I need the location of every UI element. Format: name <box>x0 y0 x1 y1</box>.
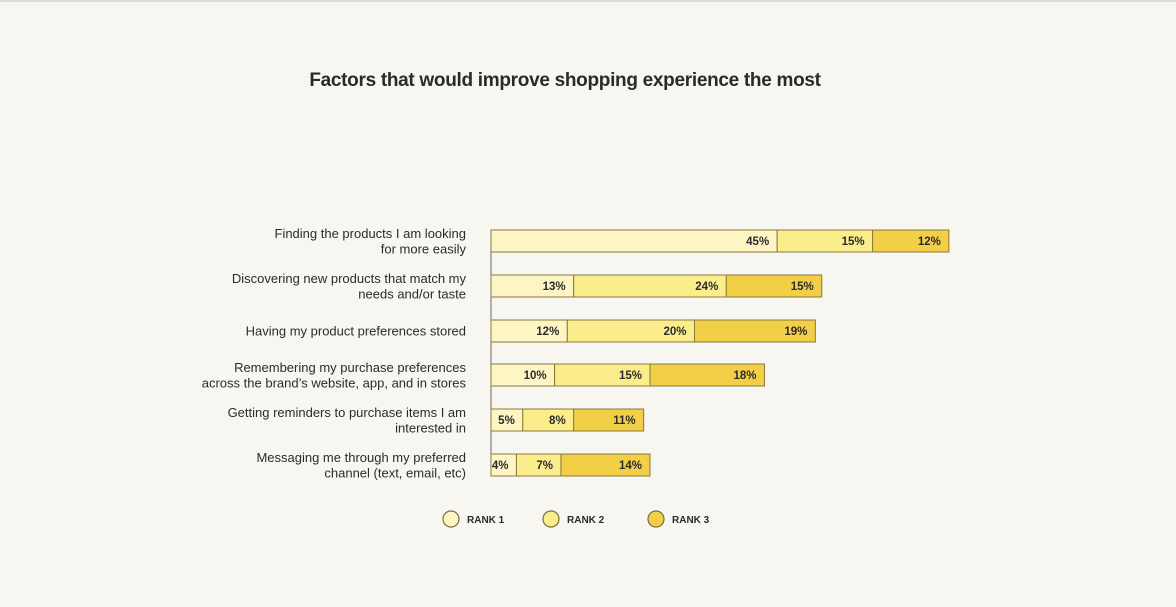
data-label: 24% <box>695 281 718 293</box>
data-label: 12% <box>536 326 559 338</box>
category-label: Finding the products I am looking <box>275 226 467 241</box>
data-label: 20% <box>663 326 686 338</box>
category-label: interested in <box>395 420 466 435</box>
category-label: for more easily <box>381 241 467 256</box>
data-label: 14% <box>619 460 642 472</box>
category-label: channel (text, email, etc) <box>324 465 466 480</box>
data-label: 15% <box>791 281 814 293</box>
bar-rank-3 <box>649 363 765 387</box>
data-label: 19% <box>784 326 807 338</box>
data-label: 12% <box>918 236 941 248</box>
data-label: 18% <box>733 370 756 382</box>
bar-rank-1 <box>490 229 778 253</box>
legend-label: RANK 2 <box>567 515 605 526</box>
legend-swatch-icon <box>647 510 665 528</box>
chart-title: Factors that would improve shopping expe… <box>309 70 821 91</box>
category-label: needs and/or taste <box>358 286 466 301</box>
data-label: 11% <box>613 415 635 427</box>
data-label: 5% <box>498 415 515 427</box>
category-label: Getting reminders to purchase items I am <box>228 405 466 420</box>
category-label: Discovering new products that match my <box>232 271 467 286</box>
legend-swatch-icon <box>542 510 560 528</box>
legend-label: RANK 3 <box>672 515 710 526</box>
legend-swatch-icon <box>442 510 460 528</box>
data-label: 7% <box>536 460 553 472</box>
bar-rank-3 <box>694 319 816 343</box>
bar-rank-3 <box>725 274 823 298</box>
legend-label: RANK 1 <box>467 515 505 526</box>
data-label: 4% <box>492 460 509 472</box>
top-border <box>0 0 1176 2</box>
bar-rank-3 <box>573 408 645 432</box>
category-label: Having my product preferences stored <box>246 324 466 339</box>
bar-rank-3 <box>560 453 651 477</box>
data-label: 10% <box>524 370 547 382</box>
data-label: 13% <box>543 281 566 293</box>
data-label: 15% <box>619 370 642 382</box>
data-label: 8% <box>549 415 566 427</box>
data-label: 15% <box>842 236 865 248</box>
category-label: across the brand’s website, app, and in … <box>202 375 467 390</box>
category-label: Remembering my purchase preferences <box>234 360 466 375</box>
bar-rank-3 <box>872 229 950 253</box>
category-label: Messaging me through my preferred <box>256 450 466 465</box>
data-label: 45% <box>746 236 769 248</box>
